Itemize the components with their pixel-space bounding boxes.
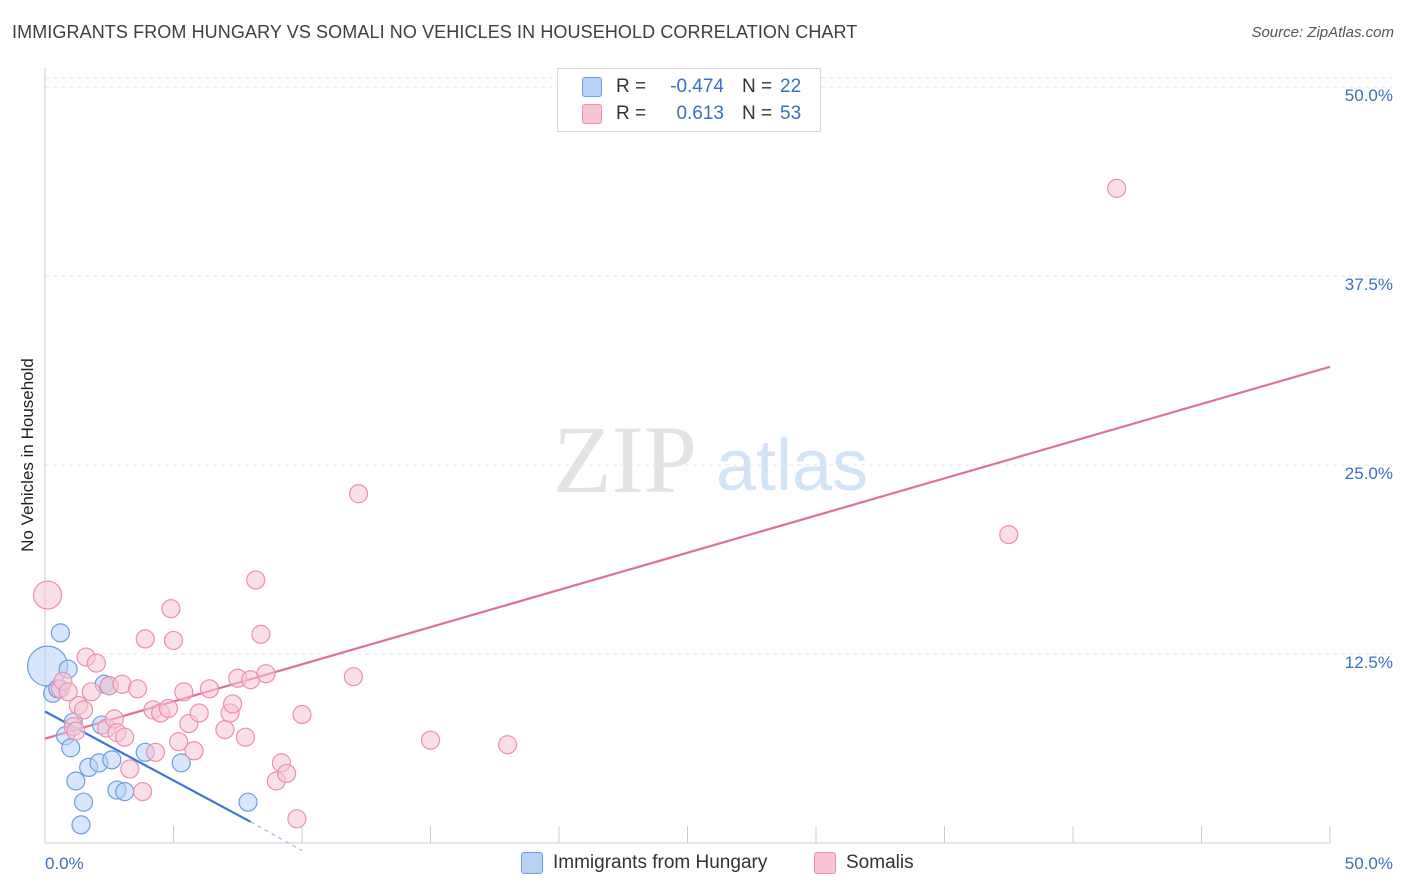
point-hungary [115, 781, 135, 802]
point-somali [58, 682, 78, 702]
watermark-atlas: atlas [716, 426, 868, 506]
point-somali [86, 653, 107, 673]
y-tick-label: 12.5% [1345, 653, 1393, 672]
point-somali [32, 580, 63, 610]
point-somali [235, 727, 256, 747]
y-tick-label: 50.0% [1345, 86, 1393, 105]
point-somali [174, 682, 194, 702]
point-somali [420, 730, 441, 750]
legend-n-label: N = [742, 103, 773, 124]
point-somali [498, 735, 518, 755]
point-somali [145, 742, 166, 762]
legend-r-label: R = [616, 103, 647, 124]
source-credit: Source: ZipAtlas.com [1251, 24, 1394, 41]
point-hungary [238, 792, 258, 812]
point-somali [343, 667, 363, 687]
point-somali [161, 599, 181, 619]
point-somali [246, 570, 266, 590]
data-points [26, 178, 1127, 835]
point-somali [348, 484, 369, 504]
legend-swatch-blue [521, 852, 543, 874]
legend-swatch-blue [582, 77, 602, 97]
point-somali [292, 704, 312, 725]
y-tick-label: 25.0% [1345, 464, 1393, 483]
x-tick-label: 0.0% [45, 854, 84, 873]
point-somali [158, 698, 178, 719]
legend-label: Immigrants from Hungary [553, 852, 768, 873]
legend-row-hungary: R = -0.474 N = 22 [582, 75, 801, 99]
y-tick-label: 37.5% [1345, 275, 1393, 294]
point-somali [133, 781, 153, 802]
point-somali [1107, 178, 1127, 198]
point-somali [251, 624, 271, 644]
legend-n-label: N = [742, 76, 773, 97]
legend-row-somalis: R = 0.613 N = 53 [582, 102, 801, 126]
point-somali [120, 759, 140, 779]
point-somali [66, 721, 86, 741]
point-somali [163, 630, 184, 651]
point-hungary [50, 623, 71, 643]
point-somali [81, 682, 101, 702]
watermark-zip: ZIP [553, 406, 697, 513]
legend-r-value: 0.613 [676, 103, 724, 124]
legend-label: Somalis [846, 852, 914, 873]
legend-r-value: -0.474 [670, 76, 724, 97]
point-somali [169, 732, 189, 752]
point-somali [256, 664, 276, 684]
point-somali [73, 700, 94, 720]
legend-n-value: 22 [780, 76, 802, 97]
trend-line-hungary-extension [250, 821, 303, 852]
point-somali [135, 629, 155, 649]
legend-swatch-pink [582, 104, 602, 124]
point-somali [215, 720, 235, 740]
point-somali [115, 727, 135, 747]
point-somali [287, 809, 307, 829]
point-somali [199, 679, 220, 699]
point-hungary [102, 750, 122, 770]
point-hungary [171, 753, 191, 773]
point-somali [127, 679, 148, 699]
legend-swatch-pink [814, 852, 836, 874]
legend-item-somalis: Somalis [814, 852, 914, 874]
point-somali [999, 524, 1019, 545]
point-hungary [66, 771, 86, 791]
point-somali [223, 694, 243, 714]
stats-legend: R = -0.474 N = 22 R = 0.613 N = 53 [557, 68, 821, 132]
point-hungary [61, 738, 81, 758]
axes: 12.5% 25.0% 37.5% 50.0% 0.0% 50.0% [44, 68, 1393, 873]
chart-title: IMMIGRANTS FROM HUNGARY VS SOMALI NO VEH… [12, 22, 858, 42]
legend-item-hungary: Immigrants from Hungary [521, 852, 767, 874]
series-legend: Immigrants from Hungary Somalis [0, 852, 1406, 878]
point-somali [189, 703, 209, 723]
gridlines [45, 77, 1393, 655]
x-tick-label: 50.0% [1345, 854, 1393, 873]
point-hungary [73, 792, 94, 812]
point-somali [184, 741, 204, 761]
point-hungary [71, 815, 91, 835]
point-somali [276, 763, 297, 784]
legend-r-label: R = [616, 76, 647, 97]
legend-n-value: 53 [780, 103, 802, 124]
